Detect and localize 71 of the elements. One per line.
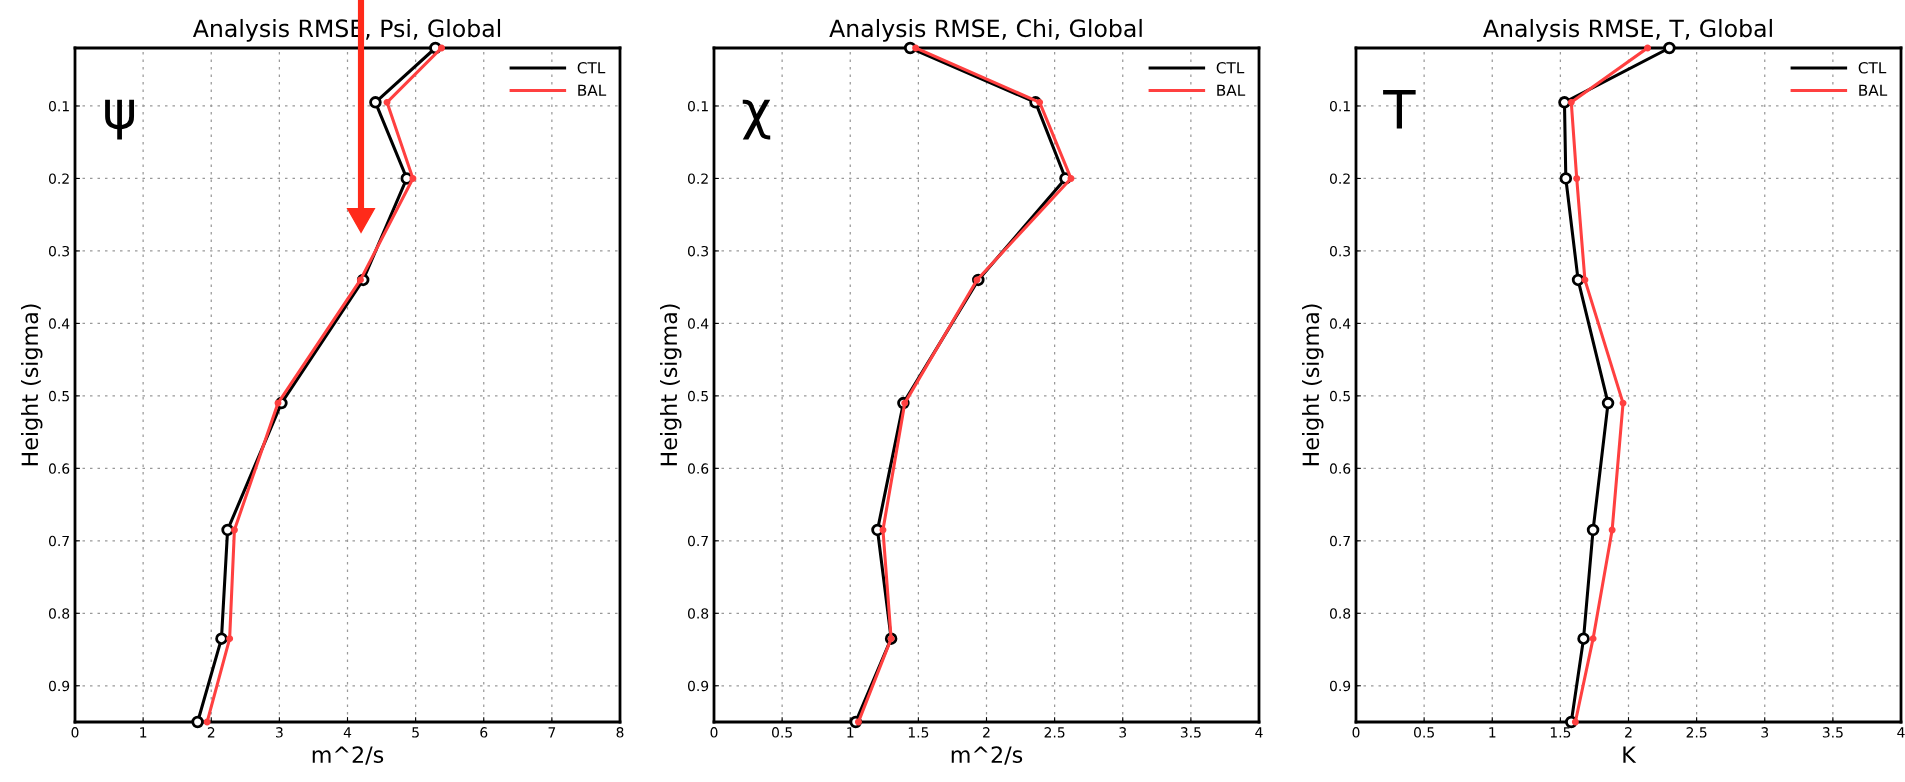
y-tick-label: 0.1 — [687, 100, 708, 112]
y-axis-title: Height (sigma) — [659, 304, 682, 466]
legend-label: CTL — [577, 62, 606, 74]
y-tick-label: 0.6 — [48, 463, 70, 474]
x-tick-label: 1 — [1489, 727, 1496, 738]
y-tick-label: 0.6 — [1329, 463, 1351, 474]
y-tick-label: 0.7 — [1329, 535, 1350, 547]
y-tick-label: 0.4 — [1329, 318, 1351, 329]
y-tick-label: 0.3 — [48, 245, 70, 257]
x-tick-label: 0.5 — [772, 727, 792, 738]
x-tick-label: 4 — [1255, 727, 1263, 738]
y-tick-label: 0.4 — [687, 318, 709, 329]
x-tick-label: 0 — [71, 727, 79, 738]
x-tick-label: 1.5 — [908, 727, 929, 738]
y-tick-label: 0.8 — [1329, 608, 1351, 619]
y-tick-label: 0.7 — [687, 535, 708, 547]
x-tick-label: 2 — [983, 727, 990, 738]
y-tick-label: 0.2 — [48, 173, 69, 184]
x-tick-label: 6 — [480, 727, 488, 738]
legend-label: BAL — [1217, 84, 1246, 96]
x-axis-title: K — [1623, 746, 1637, 763]
y-tick-label: 0.8 — [48, 608, 70, 619]
x-tick-label: 1 — [140, 727, 147, 738]
x-tick-label: 0 — [1352, 727, 1360, 738]
x-tick-label: 2 — [1625, 727, 1632, 738]
annotation: χ — [742, 99, 771, 140]
y-tick-label: 0.8 — [687, 608, 709, 619]
y-tick-label: 0.9 — [687, 680, 709, 692]
y-tick-label: 0.9 — [1329, 680, 1351, 692]
x-tick-label: 3.5 — [1822, 727, 1843, 738]
y-tick-label: 0.1 — [48, 100, 69, 112]
y-tick-label: 0.9 — [48, 680, 70, 692]
x-tick-label: 3 — [1761, 727, 1769, 738]
x-tick-label: 0 — [710, 727, 718, 738]
y-tick-label: 0.7 — [48, 535, 69, 547]
annotation: ψ — [105, 99, 135, 140]
legend-label: CTL — [1216, 62, 1245, 74]
x-tick-label: 1 — [847, 727, 854, 738]
x-tick-label: 2.5 — [1686, 727, 1707, 738]
x-tick-label: 8 — [616, 727, 624, 738]
y-tick-label: 0.3 — [687, 245, 709, 257]
y-tick-label: 0.5 — [1329, 390, 1350, 402]
y-axis-title: Height (sigma) — [20, 304, 43, 466]
y-tick-label: 0.3 — [1329, 245, 1351, 257]
y-tick-label: 0.5 — [687, 390, 708, 402]
legend-label: BAL — [1859, 84, 1888, 96]
x-tick-label: 4 — [1897, 727, 1905, 738]
y-axis-title: Height (sigma) — [1301, 304, 1324, 466]
x-tick-label: 1.5 — [1550, 727, 1571, 738]
x-axis-title: m^2/s — [951, 746, 1023, 765]
y-tick-label: 0.2 — [1329, 173, 1350, 184]
x-tick-label: 3 — [1119, 727, 1127, 738]
y-tick-label: 0.5 — [48, 390, 69, 402]
annotation: T — [1383, 90, 1416, 129]
y-tick-label: 0.1 — [1329, 100, 1350, 112]
chart-title: Analysis RMSE, Chi, Global — [829, 18, 1142, 42]
y-tick-label: 0.2 — [687, 173, 708, 184]
legend-label: BAL — [578, 84, 607, 96]
x-tick-label: 2 — [207, 727, 215, 738]
x-tick-label: 0.5 — [1414, 727, 1434, 738]
x-tick-label: 5 — [412, 727, 419, 738]
chart-title: Analysis RMSE, T, Global — [1483, 18, 1772, 42]
y-tick-label: 0.6 — [687, 463, 709, 474]
x-tick-label: 2.5 — [1044, 727, 1065, 738]
x-tick-label: 3 — [276, 727, 283, 738]
x-tick-label: 7 — [548, 727, 556, 738]
x-tick-label: 4 — [343, 727, 352, 738]
x-tick-label: 3.5 — [1180, 727, 1201, 738]
y-tick-label: 0.4 — [48, 318, 70, 329]
x-axis-title: m^2/s — [312, 746, 384, 765]
legend-label: CTL — [1858, 62, 1887, 74]
